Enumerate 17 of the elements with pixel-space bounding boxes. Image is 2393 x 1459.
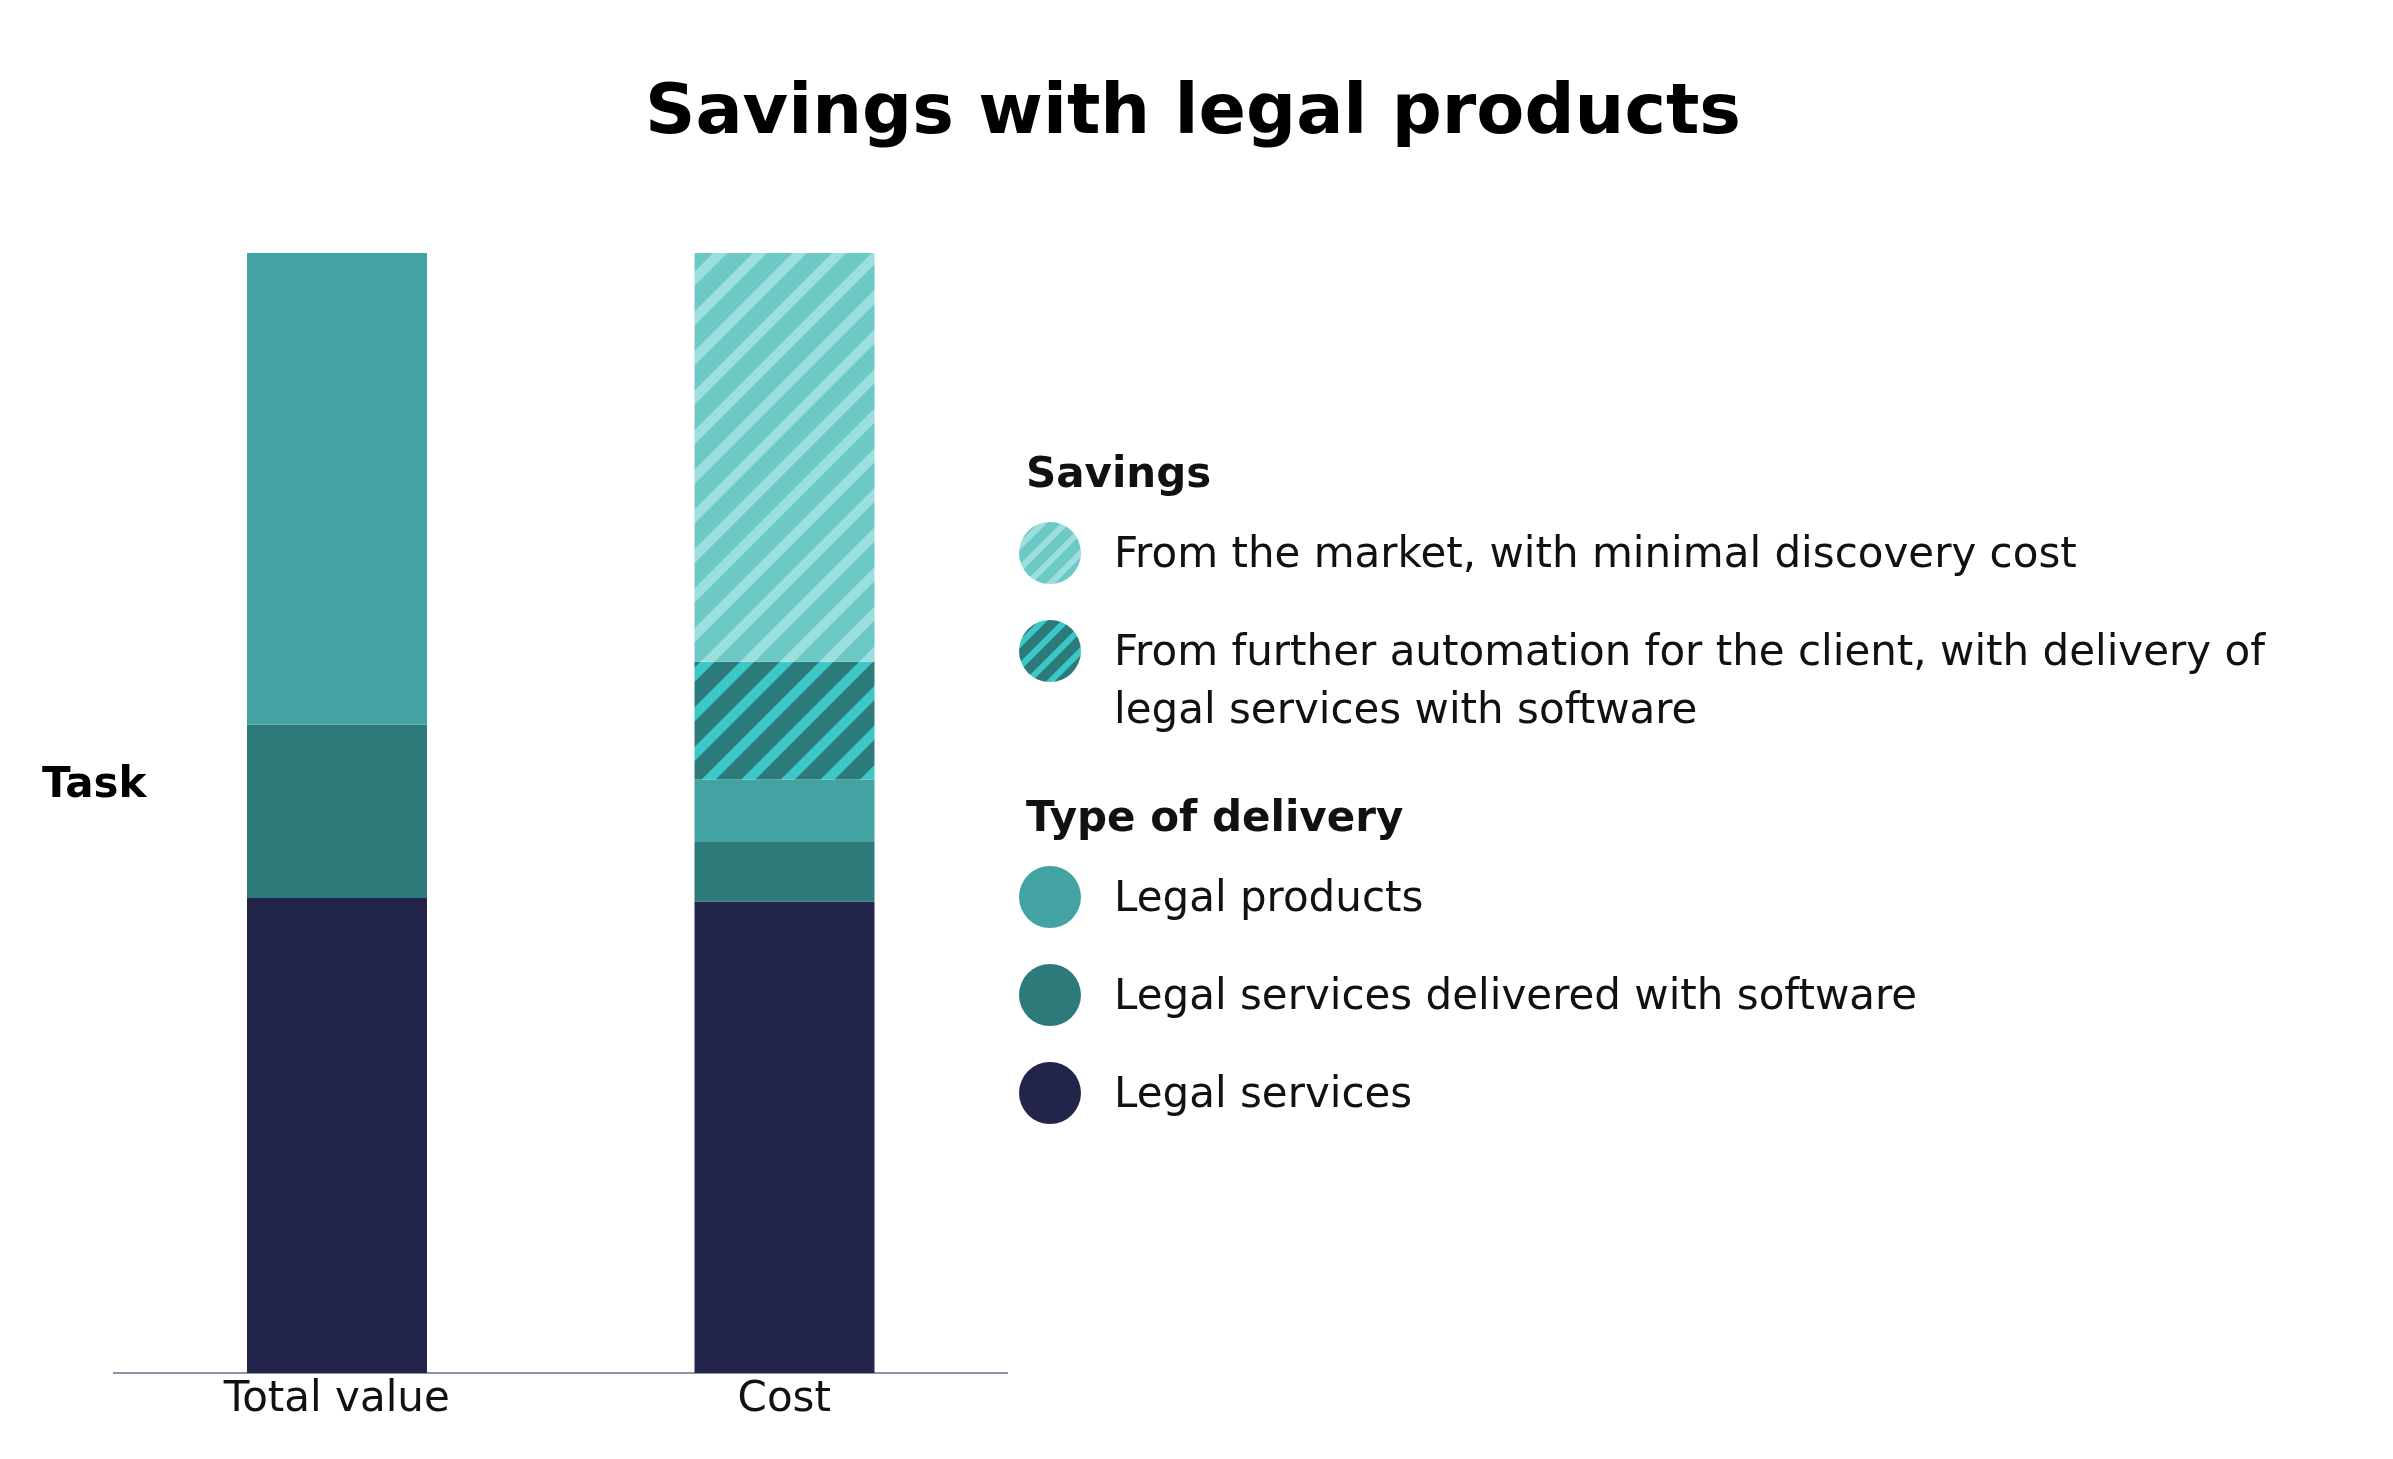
x-tick-label: Total value [222,1371,450,1421]
x-tick-label: Cost [737,1371,831,1421]
bar [694,779,875,843]
legend-label: Legal products [1114,871,1424,923]
bar [247,724,427,899]
bar [694,661,875,780]
bar [694,253,875,662]
text: Savings [1026,448,1213,497]
legend-label: Legal services delivered with software [1114,969,1918,1021]
text: From further automation for the client, with delivery of legal services with software [1114,625,2267,735]
bar [247,253,427,725]
bar [694,842,875,902]
legend-label: Legal services [1114,1067,1413,1119]
y-axis-title: Task [42,758,147,807]
text: Type of delivery [1026,792,1405,841]
text: From the market, with minimal discovery cost [1114,527,2077,579]
text: Savings with legal products [643,68,1742,150]
